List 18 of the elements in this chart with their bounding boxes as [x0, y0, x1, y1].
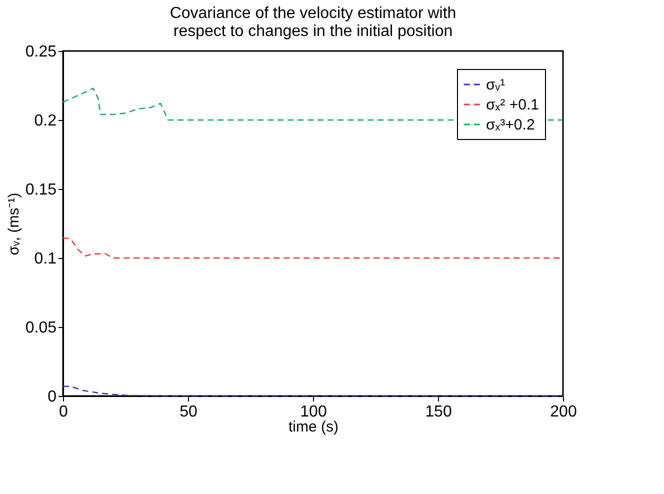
text: respect to changes in the initial position	[173, 23, 453, 40]
x-tick-label: 100	[300, 404, 327, 420]
y-axis-title: σᵥ, (ms⁻¹)	[5, 192, 22, 256]
y-tick-label: 0.2	[34, 112, 57, 130]
x-axis-title: time (s)	[288, 418, 338, 436]
legend-label: σₓ³+0.2	[486, 116, 535, 134]
legend-label: σᵥ¹	[486, 76, 506, 94]
x-tick-label: 200	[550, 404, 577, 420]
x-tick-label: 150	[425, 404, 452, 420]
x-tick-label: 50	[180, 404, 198, 420]
legend-label: σₓ² +0.1	[486, 96, 539, 114]
y-tick-label: 0.15	[25, 182, 57, 198]
y-tick-label: 0.25	[25, 44, 57, 60]
y-tick-label: 0.1	[34, 250, 57, 268]
y-tick-label: 0.05	[25, 320, 57, 336]
x-tick-label: 0	[59, 404, 68, 420]
text: Covariance of the velocity estimator with	[170, 5, 456, 22]
y-tick-label: 0	[48, 388, 57, 406]
